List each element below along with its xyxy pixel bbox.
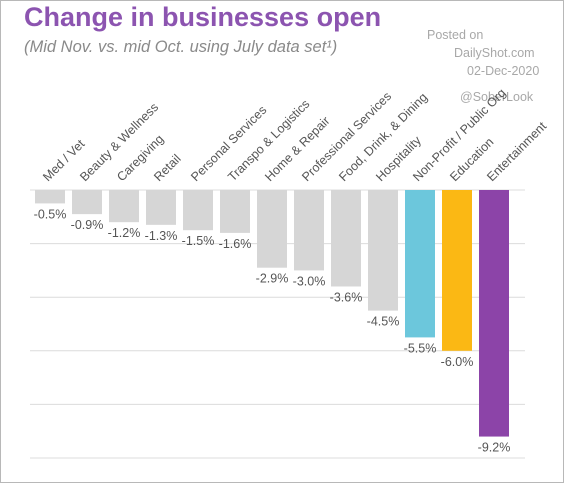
data-label: -2.9% [256,272,289,286]
bar [331,190,361,287]
bar [35,190,65,204]
watermark-handle: @SoberLook [460,90,534,104]
data-label: -3.6% [330,290,363,304]
data-label: -1.6% [219,237,252,251]
data-label: -6.0% [441,355,474,369]
bar [220,190,250,233]
watermark-posted-on: Posted on [427,28,484,42]
data-label: -0.9% [71,218,104,232]
data-label: -0.5% [34,207,67,221]
data-label: -1.2% [108,226,141,240]
watermark-date: 02-Dec-2020 [467,64,540,78]
bar [442,190,472,351]
chart-title: Change in businesses open [24,2,382,32]
bar [183,190,213,231]
bar [479,190,509,437]
data-label: -1.3% [145,229,178,243]
bar [72,190,102,215]
watermark-site: DailyShot.com [454,46,535,60]
data-label: -1.5% [182,234,215,248]
data-label: -3.0% [293,274,326,288]
bar [368,190,398,311]
bar [109,190,139,223]
bar [146,190,176,225]
category-label: Retail [151,152,184,185]
category-label: Entertainment [484,119,549,184]
data-label: -5.5% [404,341,437,355]
bar [257,190,287,268]
chart-subtitle: (Mid Nov. vs. mid Oct. using July data s… [24,38,338,56]
data-label: -9.2% [478,441,511,455]
bar [405,190,435,338]
category-label: Home & Repair [262,114,332,184]
bar [294,190,324,271]
data-label: -4.5% [367,315,400,329]
